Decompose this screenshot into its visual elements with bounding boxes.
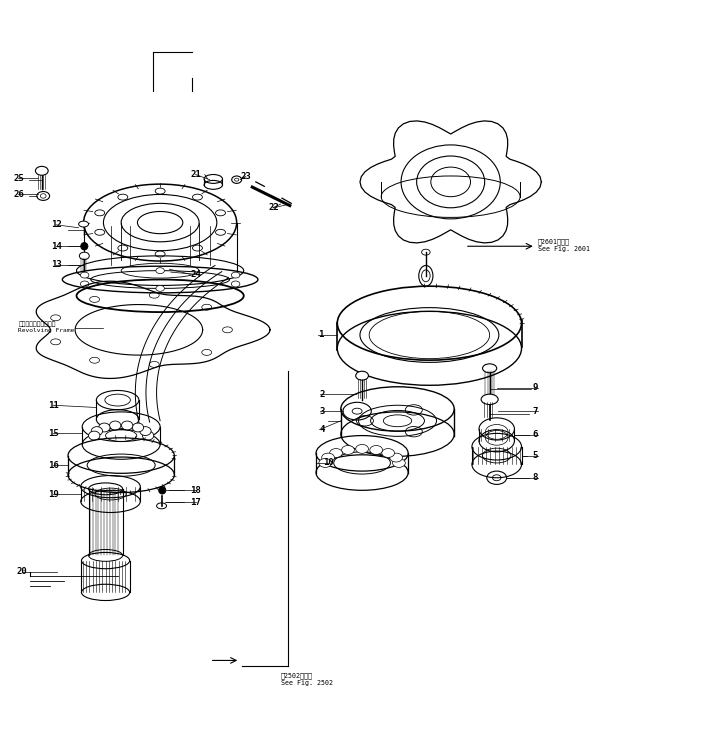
Ellipse shape xyxy=(342,445,354,454)
Ellipse shape xyxy=(192,245,202,251)
Ellipse shape xyxy=(156,285,165,291)
Text: 18: 18 xyxy=(190,486,202,495)
Ellipse shape xyxy=(91,427,102,436)
Ellipse shape xyxy=(118,245,128,251)
Text: 2: 2 xyxy=(320,390,325,399)
Ellipse shape xyxy=(95,230,104,235)
Ellipse shape xyxy=(132,423,143,432)
Text: 7: 7 xyxy=(532,407,537,416)
Ellipse shape xyxy=(140,427,151,436)
Text: 4: 4 xyxy=(320,425,325,434)
Ellipse shape xyxy=(356,371,368,380)
Ellipse shape xyxy=(118,194,128,200)
Ellipse shape xyxy=(80,272,89,278)
Text: 17: 17 xyxy=(190,498,202,507)
Ellipse shape xyxy=(99,423,110,432)
Ellipse shape xyxy=(390,453,403,462)
Text: 5: 5 xyxy=(532,451,537,460)
Ellipse shape xyxy=(329,448,342,457)
Text: レボルビングフレーム
Revolving Frame: レボルビングフレーム Revolving Frame xyxy=(18,322,75,333)
Text: 15: 15 xyxy=(48,429,59,438)
Ellipse shape xyxy=(231,272,240,278)
Ellipse shape xyxy=(356,445,368,453)
Text: 19: 19 xyxy=(48,490,59,499)
Text: 10: 10 xyxy=(323,459,334,468)
Text: 図2502図参照
See Fig. 2502: 図2502図参照 See Fig. 2502 xyxy=(280,672,332,685)
Ellipse shape xyxy=(143,431,154,440)
Text: 25: 25 xyxy=(13,173,24,183)
Ellipse shape xyxy=(79,221,89,227)
Ellipse shape xyxy=(95,210,104,216)
Text: 図2601図参照
See Fig. 2601: 図2601図参照 See Fig. 2601 xyxy=(537,238,590,252)
Text: 6: 6 xyxy=(532,431,537,439)
Text: 22: 22 xyxy=(268,203,279,212)
Text: 20: 20 xyxy=(17,567,28,576)
Ellipse shape xyxy=(231,281,240,287)
Text: 12: 12 xyxy=(51,220,62,229)
Ellipse shape xyxy=(109,421,121,430)
Ellipse shape xyxy=(481,394,498,405)
Ellipse shape xyxy=(81,242,88,250)
Ellipse shape xyxy=(382,448,395,457)
Text: 24: 24 xyxy=(190,270,202,279)
Text: 23: 23 xyxy=(240,172,251,182)
Ellipse shape xyxy=(80,281,89,287)
Ellipse shape xyxy=(216,210,226,216)
Ellipse shape xyxy=(36,167,48,175)
Ellipse shape xyxy=(89,431,100,440)
Text: 14: 14 xyxy=(51,242,62,250)
Text: 3: 3 xyxy=(320,407,325,416)
Ellipse shape xyxy=(322,453,334,462)
Ellipse shape xyxy=(393,459,405,468)
Ellipse shape xyxy=(121,421,133,430)
Ellipse shape xyxy=(155,251,165,257)
Text: 8: 8 xyxy=(532,473,537,482)
Text: 16: 16 xyxy=(48,461,59,470)
Text: 26: 26 xyxy=(13,190,24,199)
Text: 21: 21 xyxy=(190,170,201,179)
Ellipse shape xyxy=(155,188,165,194)
Ellipse shape xyxy=(156,268,165,273)
Text: 1: 1 xyxy=(319,330,324,339)
Ellipse shape xyxy=(80,252,89,259)
Ellipse shape xyxy=(216,230,226,235)
Ellipse shape xyxy=(370,445,383,454)
Text: 13: 13 xyxy=(51,260,62,269)
Ellipse shape xyxy=(159,487,166,494)
Text: 11: 11 xyxy=(48,401,59,410)
Ellipse shape xyxy=(483,364,497,373)
Ellipse shape xyxy=(192,194,202,200)
Text: 9: 9 xyxy=(532,383,537,392)
Ellipse shape xyxy=(319,459,332,468)
